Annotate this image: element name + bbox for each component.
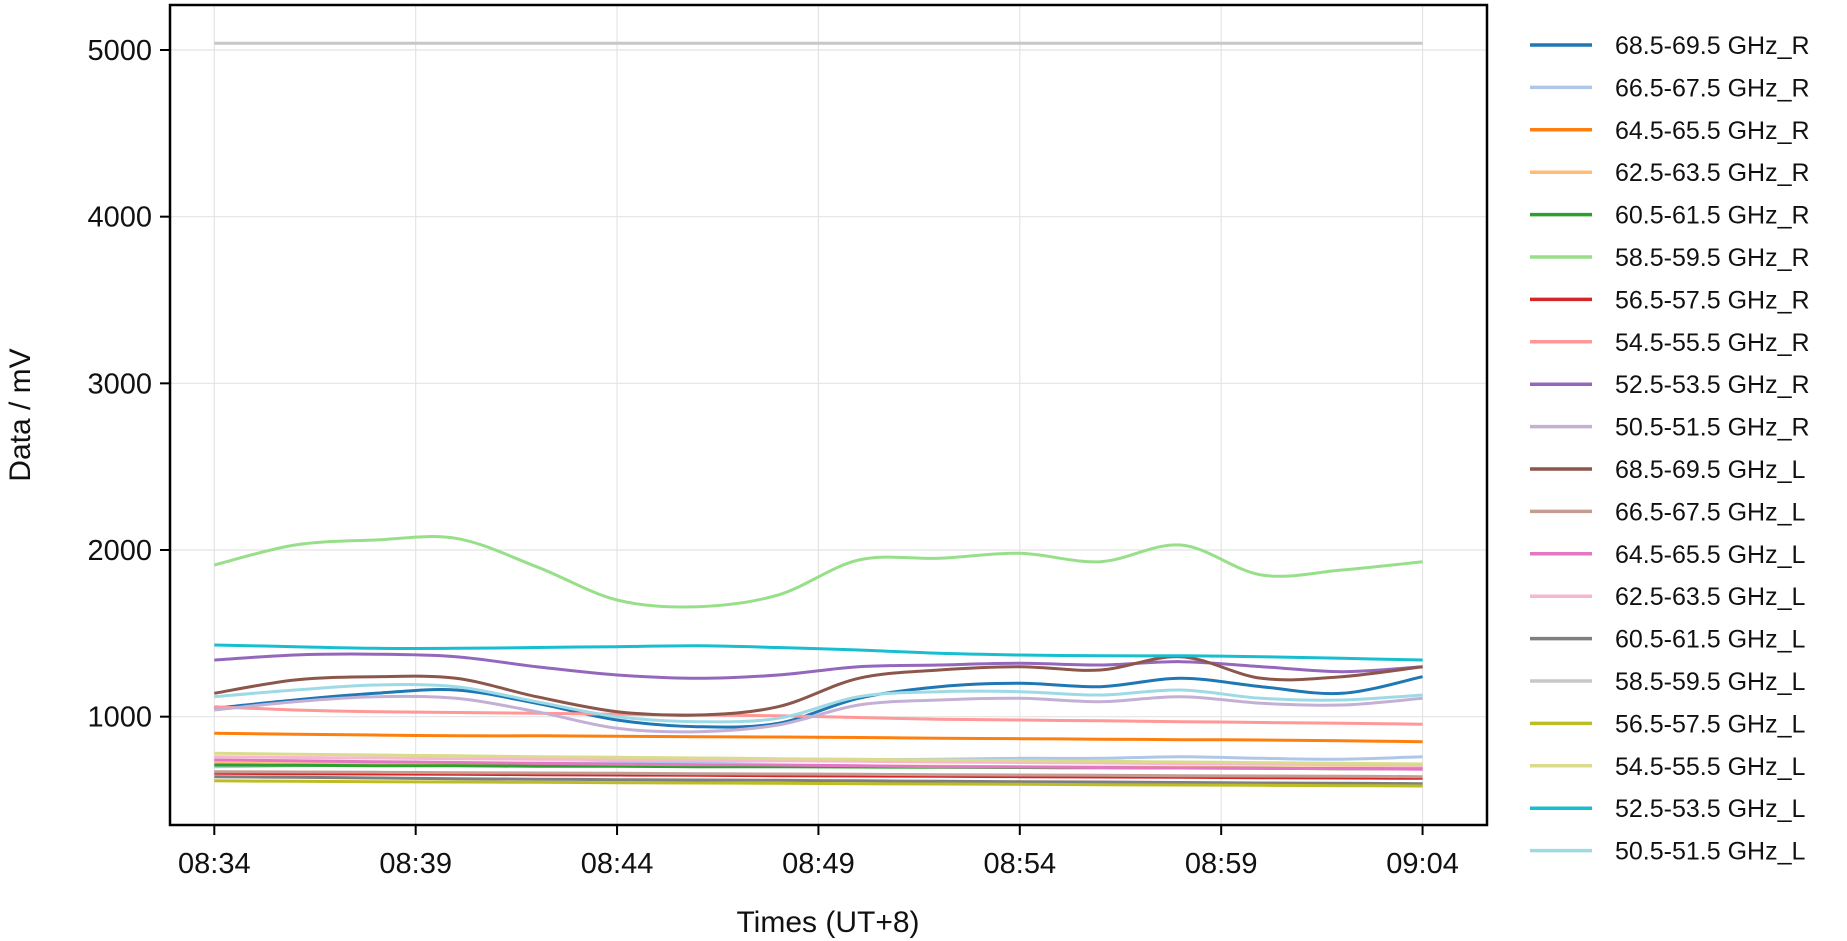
series-line: [214, 731, 1423, 744]
legend-label: 62.5-63.5 GHz_R: [1615, 159, 1810, 187]
series-lines: [213, 41, 1423, 788]
series-line: [214, 655, 1423, 717]
legend-label: 58.5-59.5 GHz_R: [1615, 244, 1810, 272]
series-line: [214, 643, 1423, 662]
y-tick-label: 3000: [87, 368, 152, 400]
series-line: [214, 683, 1423, 724]
series-line: [213, 535, 1423, 609]
series-line: [214, 755, 1423, 767]
legend-label: 66.5-67.5 GHz_R: [1615, 74, 1810, 102]
series-line: [214, 771, 1423, 780]
legend-label: 64.5-65.5 GHz_R: [1615, 117, 1810, 145]
series-line: [214, 779, 1423, 788]
series-line: [214, 652, 1423, 680]
series-line: [214, 751, 1423, 766]
legend-label: 68.5-69.5 GHz_L: [1615, 456, 1805, 484]
legend-label: 68.5-69.5 GHz_R: [1615, 32, 1810, 60]
legend-label: 56.5-57.5 GHz_L: [1615, 710, 1805, 738]
legend-label: 66.5-67.5 GHz_L: [1615, 498, 1805, 526]
series-line: [214, 694, 1423, 734]
legend: 68.5-69.5 GHz_R 66.5-67.5 GHz_R 64.5-65.5 …: [1530, 32, 1810, 866]
legend-label: 50.5-51.5 GHz_L: [1615, 838, 1805, 866]
x-tick-label: 08:59: [1185, 848, 1258, 880]
legend-label: 60.5-61.5 GHz_R: [1615, 202, 1810, 230]
series-line: [214, 770, 1423, 779]
legend-label: 58.5-59.5 GHz_L: [1615, 668, 1805, 696]
grid-lines: [170, 5, 1487, 825]
legend-label: 56.5-57.5 GHz_R: [1615, 286, 1810, 314]
x-tick-label: 08:54: [984, 848, 1057, 880]
legend-label: 62.5-63.5 GHz_L: [1615, 583, 1805, 611]
legend-label: 64.5-65.5 GHz_L: [1615, 541, 1805, 569]
y-axis-ticks: 1000 2000 3000 4000 5000: [87, 35, 170, 734]
series-line: [214, 675, 1423, 729]
x-tick-label: 08:49: [782, 848, 855, 880]
legend-label: 60.5-61.5 GHz_L: [1615, 626, 1805, 654]
legend-label: 54.5-55.5 GHz_R: [1615, 329, 1810, 357]
y-tick-label: 4000: [87, 202, 152, 234]
y-tick-label: 1000: [87, 702, 152, 734]
plot-frame: [168, 3, 1489, 827]
x-tick-label: 08:44: [581, 848, 654, 880]
legend-label: 50.5-51.5 GHz_R: [1615, 414, 1810, 442]
y-tick-label: 2000: [87, 535, 152, 567]
series-line: [214, 775, 1423, 786]
series-line: [214, 705, 1423, 726]
legend-label: 52.5-53.5 GHz_R: [1615, 371, 1810, 399]
legend-label: 54.5-55.5 GHz_L: [1615, 753, 1805, 781]
x-axis-label: Times (UT+8): [736, 906, 919, 939]
y-axis-label: Data / mV: [4, 348, 37, 481]
y-tick-label: 5000: [87, 35, 152, 67]
x-axis-ticks: 08:34 08:39 08:44 08:49 08:54 08:59 09:04: [178, 825, 1459, 880]
x-tick-label: 08:34: [178, 848, 251, 880]
series-line: [214, 758, 1423, 771]
legend-label: 52.5-53.5 GHz_L: [1615, 795, 1805, 823]
x-tick-label: 09:04: [1386, 848, 1459, 880]
x-tick-label: 08:39: [379, 848, 452, 880]
